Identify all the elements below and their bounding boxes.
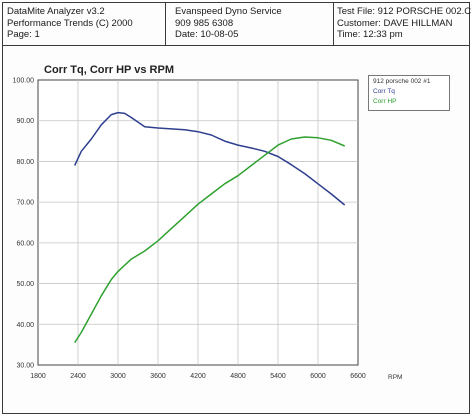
x-tick-label: 3000 bbox=[110, 373, 126, 380]
test-time: Time: 12:33 pm bbox=[337, 29, 403, 40]
test-file: Test File: 912 PORSCHE 002.C bbox=[337, 6, 471, 17]
y-tick-label: 70.00 bbox=[16, 200, 34, 207]
header-right: Test File: 912 PORSCHE 002.C Customer: D… bbox=[337, 6, 471, 41]
x-tick-label: 2400 bbox=[70, 373, 86, 380]
header-divider bbox=[333, 3, 334, 45]
legend-title: 912 porsche 002 #1 bbox=[373, 78, 431, 85]
chart-title: Corr Tq, Corr HP vs RPM bbox=[44, 64, 174, 76]
x-axis-label: RPM bbox=[388, 374, 403, 381]
test-date: Date: 10-08-05 bbox=[175, 29, 239, 40]
x-tick-label: 5400 bbox=[270, 373, 286, 380]
shop-name: Evanspeed Dyno Service bbox=[175, 6, 282, 17]
x-tick-label: 4800 bbox=[230, 373, 246, 380]
app-name: DataMite Analyzer v3.2 bbox=[7, 6, 105, 17]
x-tick-label: 1800 bbox=[30, 373, 46, 380]
series-line-corr-hp bbox=[74, 136, 345, 344]
y-tick-label: 80.00 bbox=[16, 159, 34, 166]
legend-item-corr-hp: Corr HP bbox=[373, 98, 397, 105]
header-center: Evanspeed Dyno Service 909 985 6308 Date… bbox=[175, 6, 282, 41]
report-header: DataMite Analyzer v3.2 Performance Trend… bbox=[3, 3, 471, 46]
page-number: Page: 1 bbox=[7, 29, 40, 40]
shop-phone: 909 985 6308 bbox=[175, 17, 234, 29]
legend-item-corr-tq: Corr Tq bbox=[373, 88, 395, 95]
y-tick-label: 40.00 bbox=[16, 322, 34, 329]
header-left: DataMite Analyzer v3.2 Performance Trend… bbox=[7, 6, 133, 41]
customer-name: Customer: DAVE HILLMAN bbox=[337, 17, 453, 29]
copyright: Performance Trends (C) 2000 bbox=[7, 17, 133, 29]
x-tick-label: 6600 bbox=[350, 373, 366, 380]
y-tick-label: 90.00 bbox=[16, 118, 34, 125]
x-tick-label: 4200 bbox=[190, 373, 206, 380]
legend: 912 porsche 002 #1 Corr Tq Corr HP bbox=[368, 75, 450, 111]
y-tick-label: 60.00 bbox=[16, 240, 34, 247]
y-tick-label: 50.00 bbox=[16, 281, 34, 288]
x-tick-label: 3600 bbox=[150, 373, 166, 380]
x-tick-label: 6000 bbox=[310, 373, 326, 380]
series-line-corr-tq bbox=[74, 111, 346, 206]
header-divider bbox=[165, 3, 166, 45]
y-tick-label: 100.00 bbox=[13, 78, 35, 85]
y-tick-label: 30.00 bbox=[16, 363, 34, 370]
